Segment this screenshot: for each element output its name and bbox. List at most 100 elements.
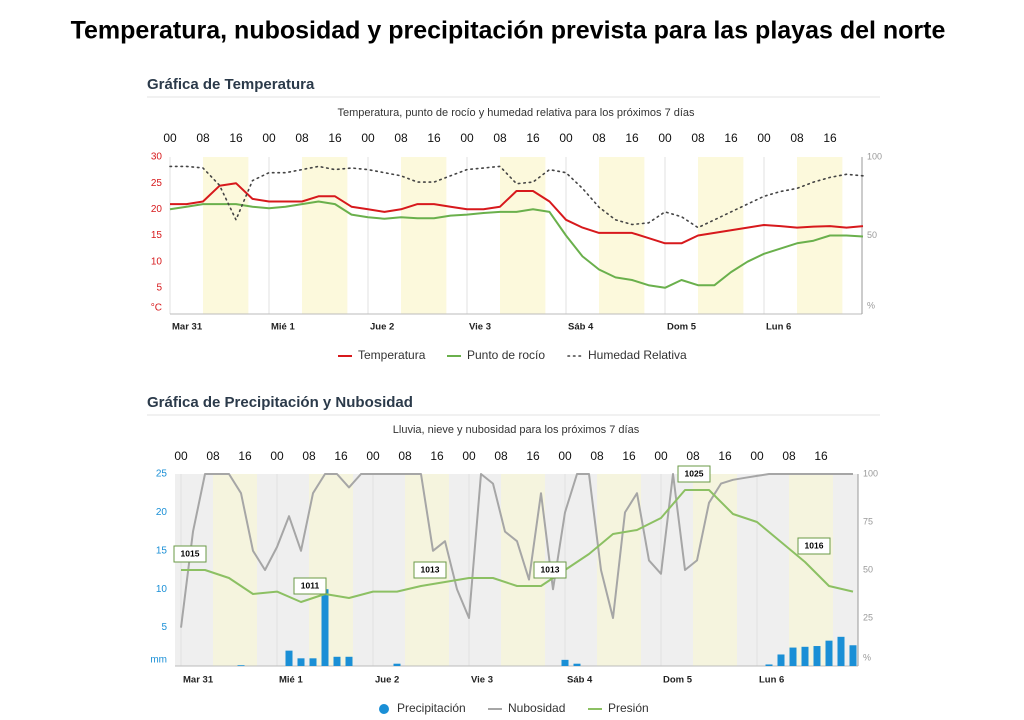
precip-bar (789, 647, 797, 666)
y-tick-label: 5 (161, 622, 167, 633)
pressure-label-box (533, 561, 567, 579)
series-line (169, 200, 864, 289)
x-tick-label: 00 (163, 131, 177, 145)
y2-tick-label: 25 (863, 612, 873, 622)
x-tick-label: 16 (718, 449, 732, 463)
y-tick-label: 30 (151, 152, 163, 163)
y-tick-label: 15 (156, 545, 168, 556)
x-tick-label: 08 (782, 449, 796, 463)
daylight-band (309, 474, 353, 666)
x-tick-label: 00 (460, 131, 474, 145)
pressure-label: 1013 (541, 564, 560, 574)
y-tick-label: 25 (156, 469, 168, 480)
x-tick-label: 00 (361, 131, 375, 145)
precip-bar (297, 658, 305, 666)
x-tick-label: 00 (262, 131, 276, 145)
chart-subtitle: Temperatura, punto de rocío y humedad re… (337, 107, 695, 119)
precip-bar (777, 654, 785, 666)
y-tick-label: 20 (156, 507, 168, 518)
y-tick-label: 10 (151, 256, 163, 267)
daylight-band (698, 157, 744, 314)
pressure-label-box (293, 577, 327, 595)
daylight-band (599, 157, 645, 314)
x-tick-label: 16 (229, 131, 243, 145)
date-label: Dom 5 (667, 322, 697, 333)
y2-tick-label: 50 (867, 230, 877, 240)
precip-bar (765, 664, 773, 666)
date-label: Jue 2 (370, 322, 394, 333)
precip-bar (837, 636, 845, 666)
date-label: Sáb 4 (567, 675, 593, 686)
x-tick-label: 08 (493, 131, 507, 145)
precip-bar (285, 650, 293, 666)
series-line (169, 165, 864, 229)
precip-bar (849, 645, 857, 666)
y-tick-label: 15 (151, 230, 163, 241)
x-tick-label: 16 (724, 131, 738, 145)
x-tick-label: 08 (394, 131, 408, 145)
series-line (181, 489, 854, 603)
precip-bar (321, 589, 329, 666)
y-tick-label: 25 (151, 178, 163, 189)
x-tick-label: 16 (430, 449, 444, 463)
legend-label: Temperatura (358, 348, 426, 362)
legend-label: Precipitación (397, 701, 466, 715)
x-tick-label: 00 (559, 131, 573, 145)
date-label: Mar 31 (183, 675, 214, 686)
date-label: Lun 6 (766, 322, 791, 333)
x-tick-label: 08 (295, 131, 309, 145)
legend-label: Punto de rocío (467, 348, 545, 362)
x-tick-label: 00 (654, 449, 668, 463)
precip-bar (813, 646, 821, 666)
pressure-label-box (173, 545, 207, 563)
chart-subtitle: Lluvia, nieve y nubosidad para los próxi… (393, 424, 640, 436)
x-tick-label: 08 (398, 449, 412, 463)
x-tick-label: 08 (592, 131, 606, 145)
x-tick-label: 16 (823, 131, 837, 145)
daylight-band (213, 474, 257, 666)
legend-label: Presión (608, 701, 649, 715)
x-tick-label: 00 (270, 449, 284, 463)
y2-tick-label: % (867, 300, 875, 310)
legend-label: Nubosidad (508, 701, 565, 715)
date-label: Sáb 4 (568, 322, 594, 333)
precip-bar (393, 663, 401, 666)
x-tick-label: 00 (558, 449, 572, 463)
y2-tick-label: 100 (863, 468, 878, 478)
precip-bar (237, 665, 245, 666)
x-tick-label: 16 (622, 449, 636, 463)
x-tick-label: 16 (427, 131, 441, 145)
x-tick-label: 00 (750, 449, 764, 463)
series-line (170, 182, 864, 245)
section-title: Gráfica de Precipitación y Nubosidad (147, 394, 413, 411)
x-tick-label: 08 (302, 449, 316, 463)
y2-tick-label: 100 (867, 151, 882, 161)
x-tick-label: 08 (494, 449, 508, 463)
x-tick-label: 16 (334, 449, 348, 463)
precip-bar (561, 659, 569, 666)
pressure-label: 1013 (421, 564, 440, 574)
date-label: Mié 1 (271, 322, 295, 333)
y2-tick-label: 50 (863, 564, 873, 574)
x-tick-label: 16 (526, 449, 540, 463)
x-tick-label: 16 (328, 131, 342, 145)
pressure-label-box (413, 561, 447, 579)
precip-bar (333, 656, 341, 666)
legend-symbol (379, 704, 389, 714)
legend-label: Humedad Relativa (588, 348, 687, 362)
date-label: Vie 3 (471, 675, 493, 686)
date-label: Mié 1 (279, 675, 303, 686)
precip-bar (309, 658, 317, 666)
x-tick-label: 08 (790, 131, 804, 145)
pressure-label-box (677, 465, 711, 483)
precip-bar (801, 646, 809, 666)
date-label: Jue 2 (375, 675, 399, 686)
precip-bar (573, 663, 581, 666)
pressure-label: 1011 (301, 580, 320, 590)
daylight-band (693, 474, 737, 666)
x-tick-label: 08 (691, 131, 705, 145)
x-tick-label: 16 (526, 131, 540, 145)
daylight-band (203, 157, 249, 314)
x-tick-label: 00 (366, 449, 380, 463)
